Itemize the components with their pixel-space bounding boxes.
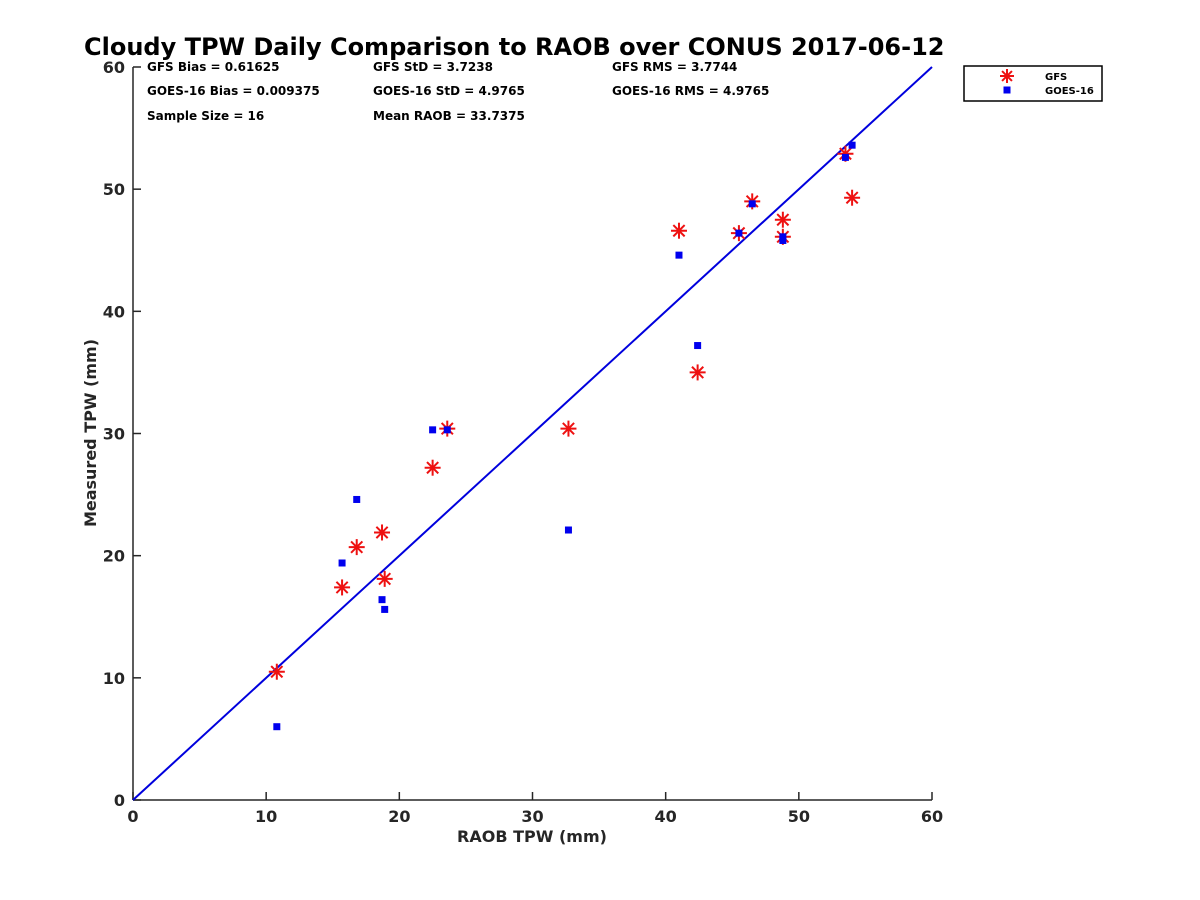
- stat-text: Mean RAOB = 33.7375: [373, 109, 525, 123]
- goes16-point: [848, 141, 856, 149]
- goes16-point: [841, 153, 849, 161]
- goes16-point: [378, 596, 386, 604]
- stat-text: GOES-16 StD = 4.9765: [373, 84, 525, 98]
- goes16-point: [338, 559, 346, 567]
- x-axis-label: RAOB TPW (mm): [457, 827, 607, 846]
- x-tick-label: 40: [655, 807, 677, 826]
- stat-text: GFS RMS = 3.7744: [612, 60, 737, 74]
- y-tick-label: 50: [103, 180, 125, 199]
- gfs-point: [670, 222, 687, 239]
- y-tick-label: 10: [103, 669, 125, 688]
- legend-goes16-marker: [1003, 86, 1011, 94]
- legend-label: GFS: [1045, 72, 1067, 83]
- goes16-point: [748, 200, 756, 208]
- series-gfs: [268, 145, 861, 680]
- gfs-point: [334, 579, 351, 596]
- y-tick-label: 20: [103, 547, 125, 566]
- stat-text: GOES-16 Bias = 0.009375: [147, 84, 320, 98]
- x-tick-label: 20: [388, 807, 410, 826]
- gfs-point: [374, 524, 391, 541]
- goes16-point: [779, 236, 787, 244]
- y-tick-label: 60: [103, 58, 125, 77]
- one-to-one-line: [132, 66, 933, 801]
- x-tick-label: 50: [788, 807, 810, 826]
- y-tick-label: 30: [103, 425, 125, 444]
- legend: GFS GOES-16: [963, 65, 1103, 102]
- goes16-point: [564, 526, 572, 534]
- goes16-point: [675, 251, 683, 259]
- stat-text: GFS Bias = 0.61625: [147, 60, 279, 74]
- legend-label: GOES-16: [1045, 86, 1094, 97]
- legend-gfs-marker: [1000, 69, 1014, 83]
- goes16-point: [353, 495, 361, 503]
- chart-title: Cloudy TPW Daily Comparison to RAOB over…: [84, 33, 944, 61]
- goes16-point: [273, 723, 281, 731]
- gfs-point: [560, 420, 577, 437]
- y-tick-label: 0: [114, 791, 125, 810]
- gfs-point: [376, 570, 393, 587]
- gfs-point: [348, 539, 365, 556]
- gfs-point: [268, 663, 285, 680]
- gfs-point: [844, 189, 861, 206]
- gfs-point: [689, 364, 706, 381]
- gfs-point: [774, 211, 791, 228]
- stat-text: Sample Size = 16: [147, 109, 264, 123]
- series-goes-16: [273, 141, 856, 731]
- x-tick-label: 10: [255, 807, 277, 826]
- y-axis-label: Measured TPW (mm): [81, 339, 100, 527]
- plot-area: 0 10 20 30 40 50 60 0 10 20 30 40 50 60: [103, 58, 943, 826]
- goes16-point: [429, 426, 437, 434]
- stat-text: GOES-16 RMS = 4.9765: [612, 84, 769, 98]
- x-tick-label: 60: [921, 807, 943, 826]
- stat-text: GFS StD = 3.7238: [373, 60, 493, 74]
- x-tick-label: 0: [127, 807, 138, 826]
- legend-box: [963, 65, 1103, 102]
- x-tick-label: 30: [521, 807, 543, 826]
- goes16-point: [694, 342, 702, 350]
- goes16-point: [735, 229, 743, 237]
- goes16-point: [381, 605, 389, 613]
- gfs-point: [424, 459, 441, 476]
- goes16-point: [779, 233, 787, 241]
- goes16-point: [443, 426, 451, 434]
- stats-block: GFS Bias = 0.61625 GFS StD = 3.7238 GFS RM…: [147, 60, 769, 123]
- y-tick-label: 40: [103, 302, 125, 321]
